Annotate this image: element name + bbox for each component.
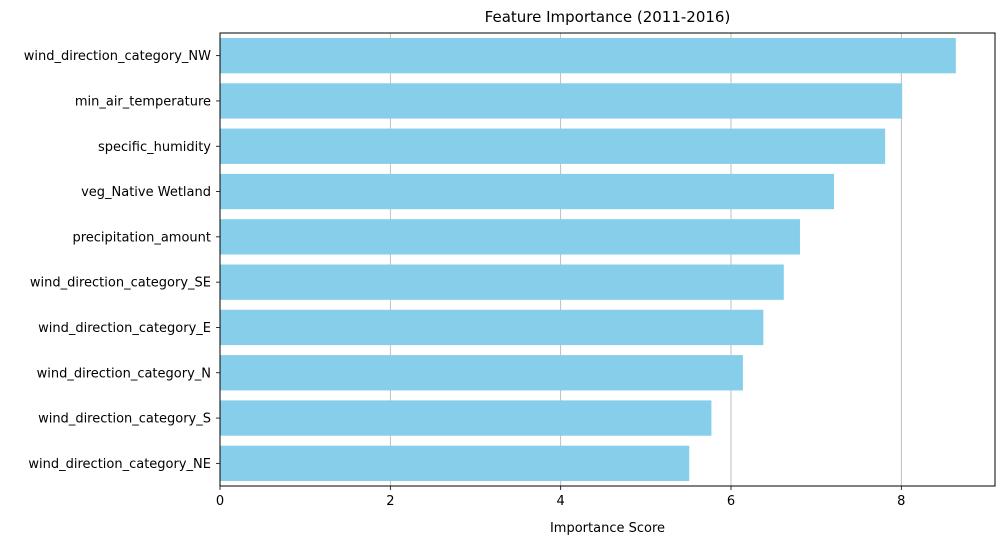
axes: 0 2 4 6 8 wind_direction_category_NW min_air_t…	[24, 32, 996, 509]
y-tick-label: specific_humidity	[98, 140, 211, 155]
x-tick-label: 6	[727, 494, 735, 509]
x-tick-label: 0	[216, 494, 224, 509]
bar	[220, 219, 800, 255]
x-tick-label: 8	[897, 494, 905, 509]
y-tick-label: min_air_temperature	[75, 94, 211, 109]
bar	[220, 309, 764, 346]
bar	[220, 173, 835, 210]
y-tick-label: wind_direction_category_SE	[30, 276, 211, 291]
bar	[220, 264, 784, 300]
y-tick-label: wind_direction_category_E	[38, 321, 211, 336]
y-tick-label: precipitation_amount	[72, 230, 211, 245]
x-tick-label: 4	[557, 494, 565, 509]
chart-title: Feature Importance (2011-2016)	[485, 8, 731, 26]
bar	[220, 355, 743, 391]
bars	[220, 37, 956, 482]
y-tick-label: veg_Native Wetland	[81, 185, 211, 200]
x-tick-label: 2	[386, 494, 394, 509]
bar	[220, 128, 886, 164]
x-axis-label: Importance Score	[550, 521, 665, 536]
bar	[220, 37, 956, 74]
plot-frame	[219, 32, 996, 487]
bar	[220, 83, 903, 119]
y-tick-label: wind_direction_category_NW	[24, 49, 211, 64]
bar	[220, 445, 690, 482]
y-tick-label: wind_direction_category_S	[38, 412, 211, 427]
bar	[220, 400, 712, 436]
y-tick-label: wind_direction_category_N	[37, 366, 211, 381]
y-tick-label: wind_direction_category_NE	[28, 457, 211, 472]
